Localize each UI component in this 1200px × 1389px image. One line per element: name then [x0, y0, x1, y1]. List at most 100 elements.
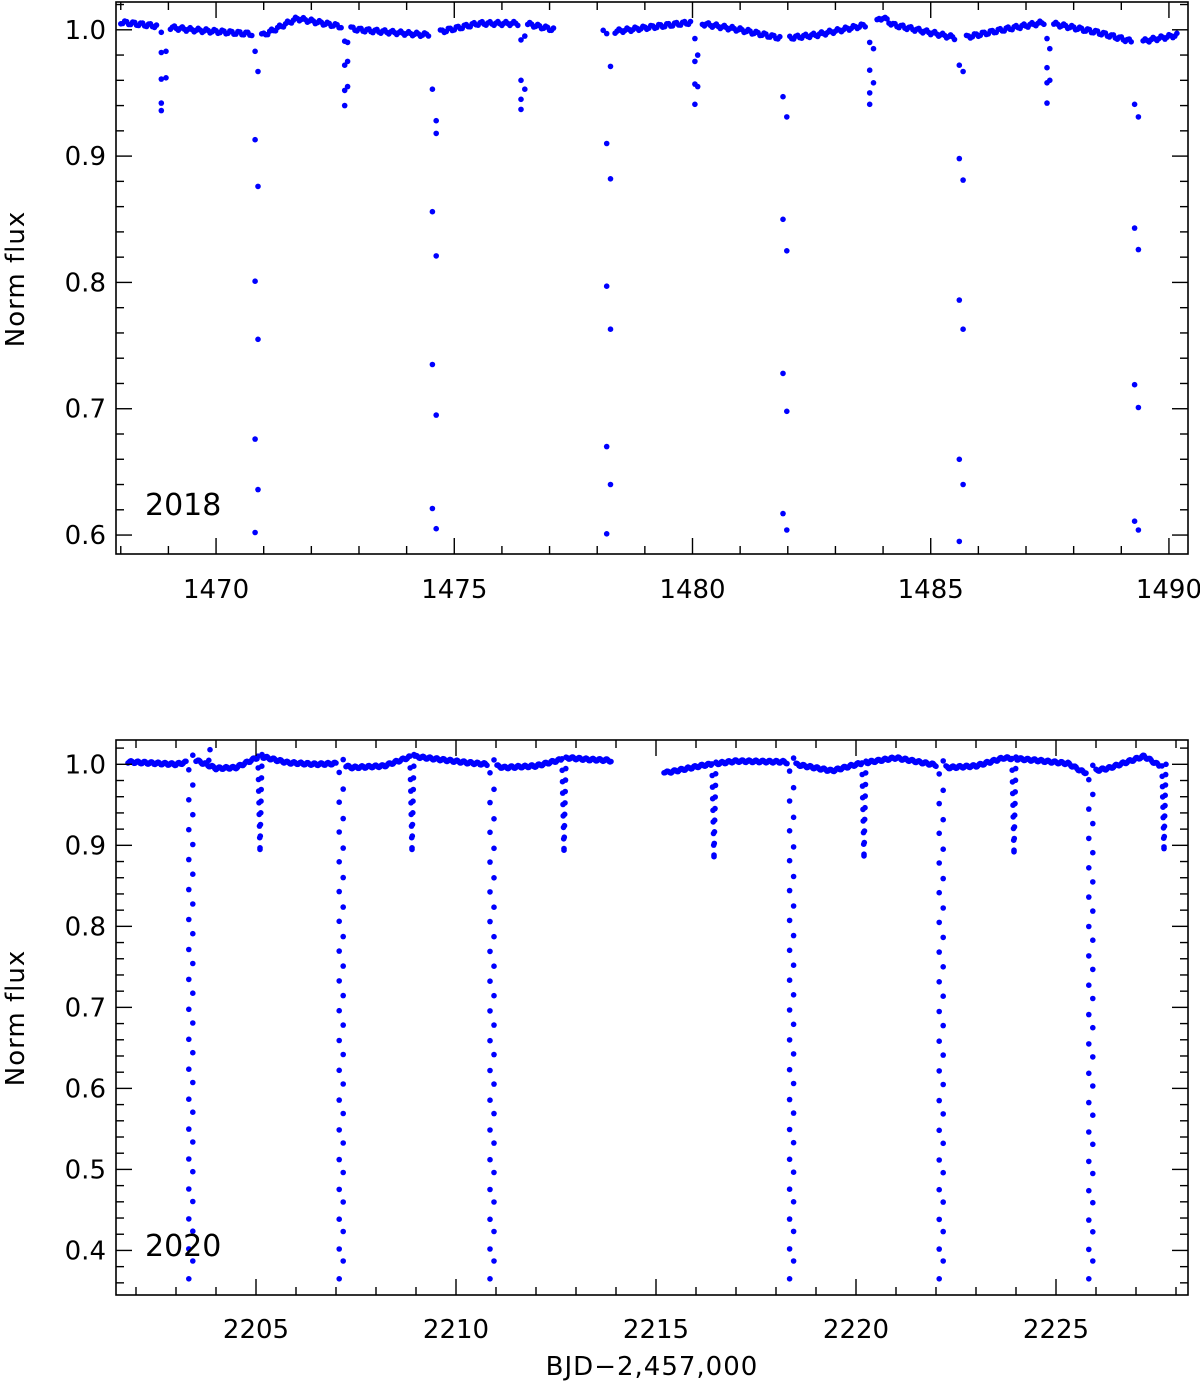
data-point [1162, 771, 1169, 778]
data-point [252, 48, 258, 55]
data-point [429, 208, 436, 215]
data-point [1090, 1112, 1096, 1118]
data-point [487, 799, 493, 806]
data-point [712, 771, 719, 777]
y-tick-label: 0.8 [65, 268, 106, 298]
data-point [862, 804, 868, 811]
data-point [786, 798, 793, 804]
data-point [1135, 246, 1142, 253]
data-point [780, 370, 786, 377]
data-point [1135, 527, 1142, 533]
data-point [862, 770, 869, 776]
data-point [790, 1021, 797, 1028]
data-point [336, 888, 343, 895]
data-point [603, 283, 610, 290]
data-point [491, 757, 497, 763]
data-point [784, 760, 790, 767]
data-point [786, 1246, 793, 1252]
data-point [790, 962, 797, 968]
y-tick-label: 0.4 [65, 1236, 106, 1266]
data-point [190, 901, 196, 907]
data-point [158, 29, 165, 36]
data-point [786, 1037, 793, 1043]
data-point [487, 918, 493, 925]
data-point [522, 33, 528, 39]
data-point [1086, 953, 1092, 959]
data-point [786, 1066, 793, 1073]
data-point [866, 39, 873, 46]
data-point [1086, 835, 1092, 842]
data-point [336, 769, 343, 776]
data-point [940, 934, 946, 941]
data-point [786, 1007, 793, 1013]
data-point [340, 1022, 347, 1028]
data-point [1044, 35, 1050, 42]
data-point [1086, 806, 1092, 812]
data-point [433, 253, 440, 259]
data-point [1086, 1099, 1092, 1106]
data-point [186, 1216, 192, 1222]
data-point [940, 1169, 946, 1176]
data-point [562, 800, 568, 806]
data-point [410, 775, 417, 781]
data-point [780, 216, 786, 223]
data-point [786, 977, 793, 983]
data-point [884, 16, 890, 22]
data-point [340, 815, 347, 822]
data-point [409, 845, 415, 851]
panel-2018-year-label: 2018 [145, 488, 221, 523]
panel-2020-ylabel: Norm flux [1, 950, 31, 1086]
data-point [336, 1156, 343, 1163]
data-point [340, 1051, 347, 1058]
data-point [862, 24, 868, 30]
data-point [956, 62, 963, 68]
data-point [255, 68, 261, 75]
data-point [1090, 820, 1096, 827]
x-tick-label: 2205 [223, 1315, 289, 1345]
data-point [340, 1169, 347, 1176]
data-point [861, 828, 868, 834]
data-point [1161, 833, 1168, 840]
data-point [491, 1258, 497, 1264]
data-point [940, 816, 946, 823]
data-point [487, 1008, 493, 1014]
panel-2020-year-label: 2020 [145, 1229, 221, 1264]
data-point [784, 114, 790, 120]
data-point [433, 117, 440, 124]
data-point [258, 810, 264, 816]
data-point [190, 752, 196, 758]
data-point [1090, 1083, 1096, 1089]
data-point [861, 851, 867, 857]
data-point [790, 992, 797, 998]
y-tick-label: 0.9 [65, 142, 106, 172]
data-point [1128, 39, 1134, 45]
data-point [410, 810, 416, 816]
data-point [186, 797, 192, 803]
data-point [1086, 865, 1092, 871]
data-point [340, 904, 347, 910]
data-point [190, 1020, 196, 1026]
data-point [336, 1127, 343, 1133]
data-point [786, 768, 793, 774]
x-tick-label: 2225 [1023, 1315, 1089, 1345]
data-point [951, 36, 958, 43]
data-point [1086, 894, 1092, 900]
data-point [561, 811, 568, 818]
x-tick-label: 1490 [1136, 575, 1200, 605]
data-point [1011, 812, 1018, 818]
data-point [1090, 1258, 1096, 1264]
data-point [786, 887, 793, 894]
data-point [784, 408, 790, 415]
data-point [790, 844, 797, 850]
data-point [692, 101, 698, 108]
data-point [936, 919, 942, 926]
data-point [940, 1022, 946, 1029]
data-point [186, 1246, 192, 1252]
data-point [255, 486, 261, 493]
data-point [1090, 1199, 1096, 1206]
data-point [190, 871, 196, 877]
data-point [786, 828, 793, 834]
panel-2020-ticks [116, 740, 1188, 1295]
data-point [1135, 404, 1142, 411]
data-point [790, 932, 797, 939]
